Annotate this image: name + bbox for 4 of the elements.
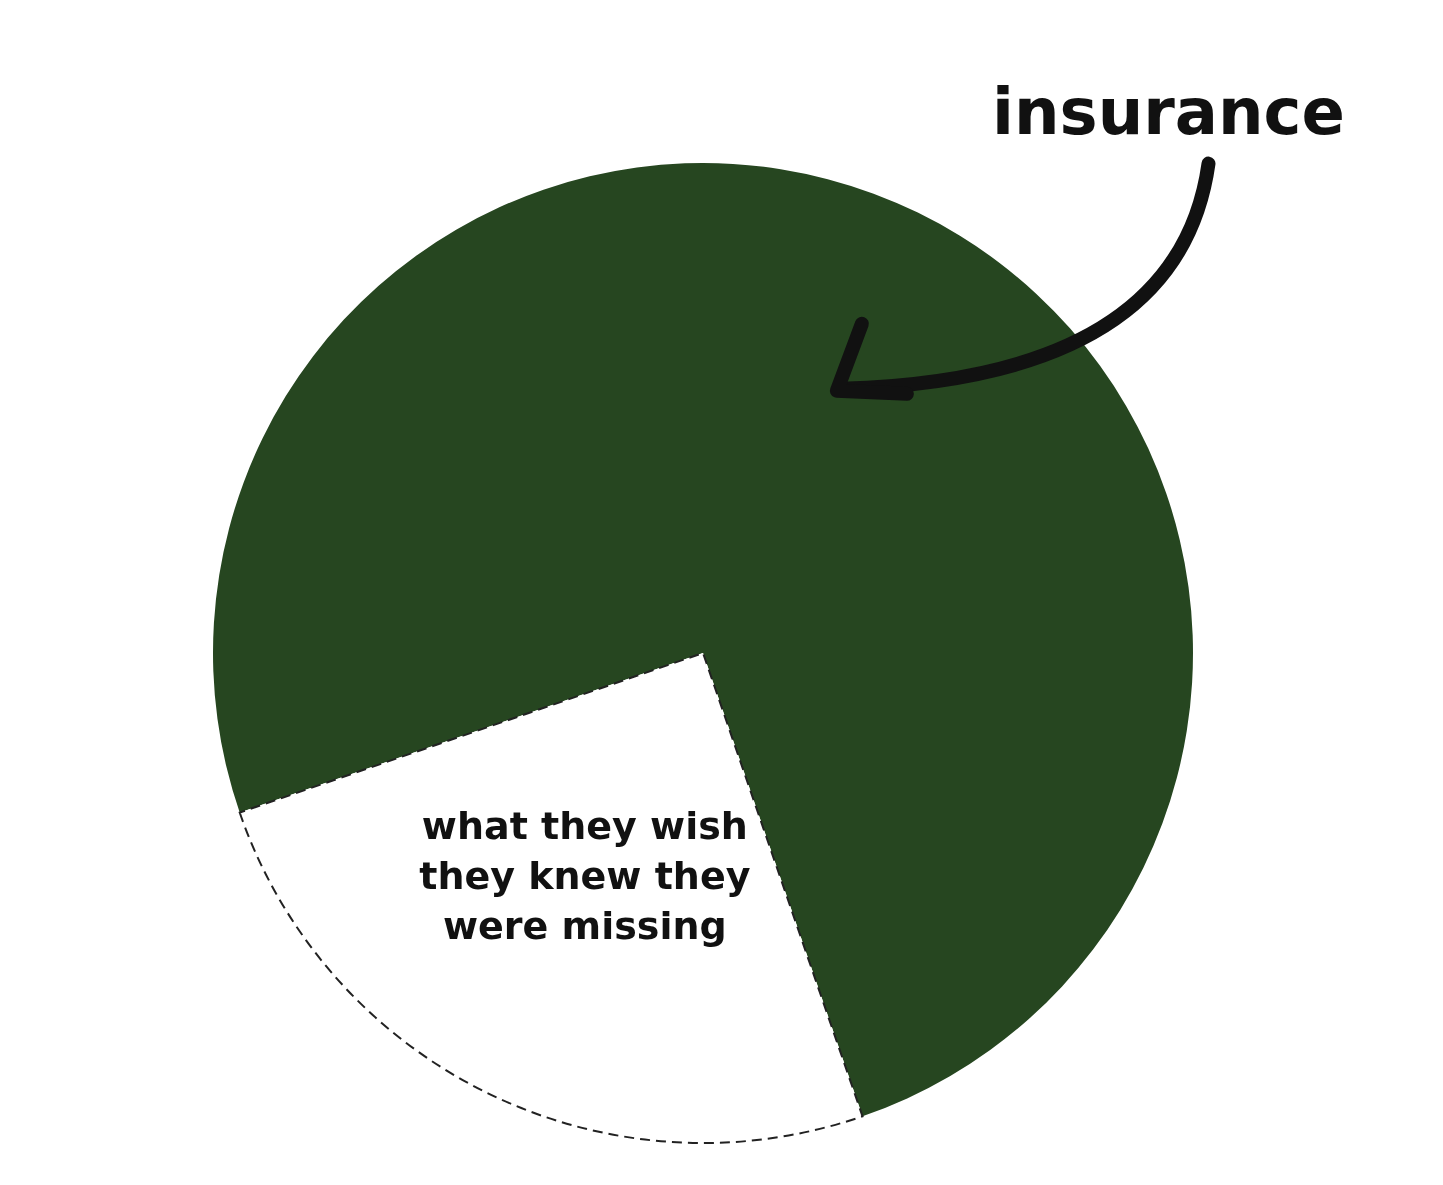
slice-label: what they wish they knew they were missing	[419, 804, 751, 949]
pie-slice	[238, 652, 864, 1144]
pie-slice	[213, 163, 1193, 1117]
slice-label: insurance	[992, 74, 1345, 149]
